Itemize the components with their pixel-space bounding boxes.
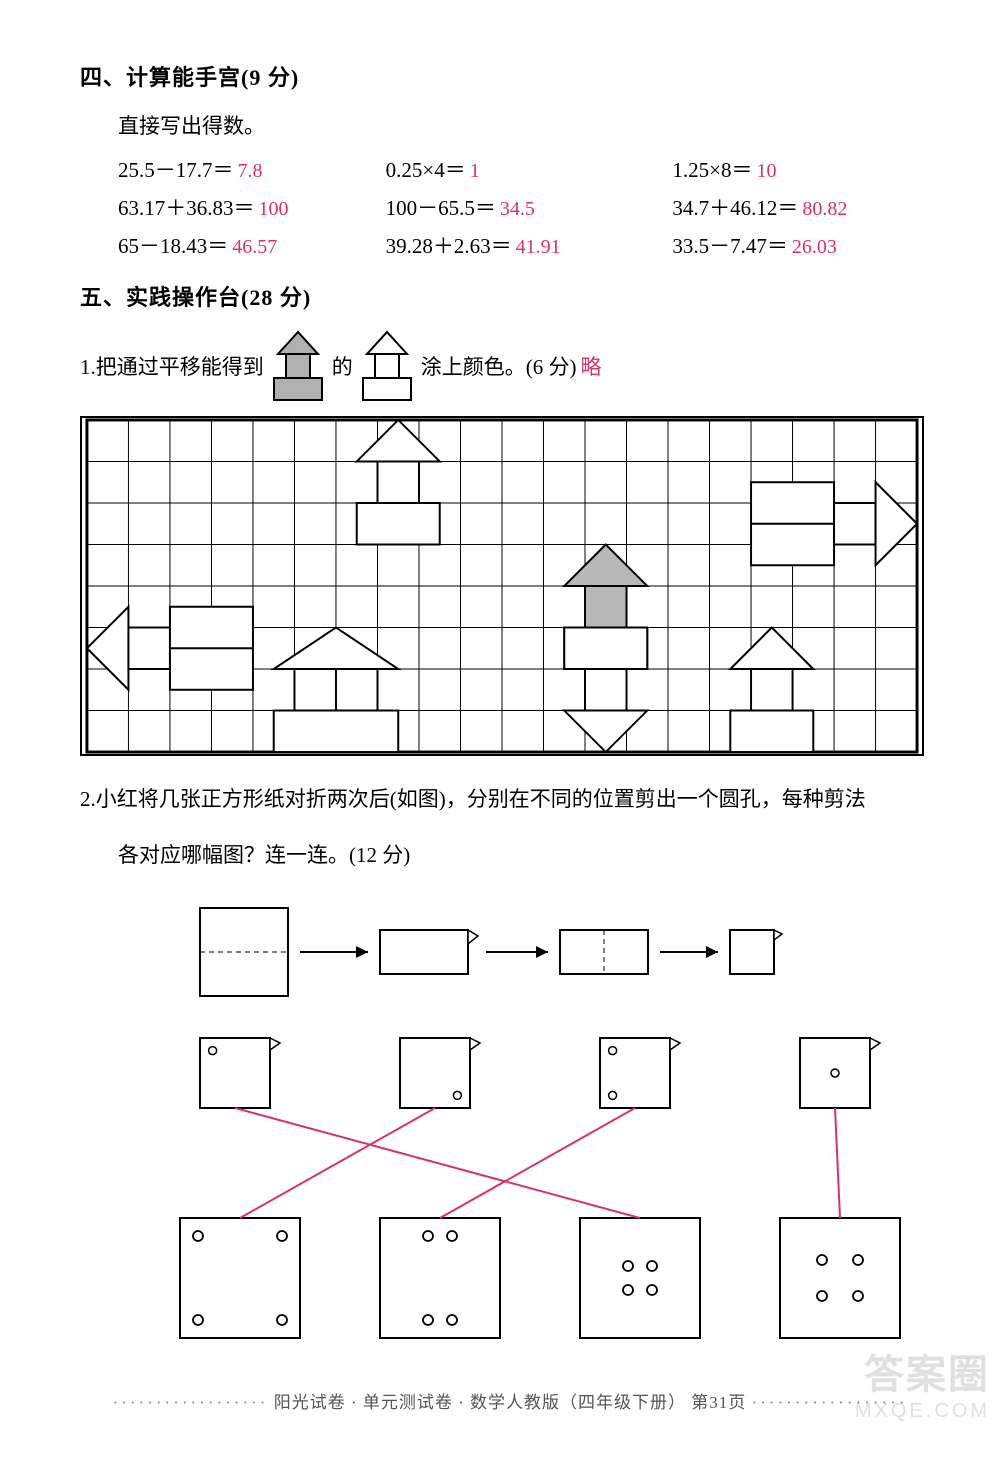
page-footer: ·················· 阳光试卷 · 单元测试卷 · 数学人教版（… [80, 1388, 940, 1413]
math-cell: 34.7＋46.12＝80.82 [672, 192, 940, 222]
math-grid: 25.5－17.7＝7.80.25×4＝11.25×8＝1063.17＋36.8… [118, 154, 940, 260]
math-expr: 100－65.5＝ [386, 192, 496, 222]
q1-prompt: 1.把通过平移能得到 的 涂上颜色。(6 分) 略 [80, 330, 940, 402]
math-expr: 1.25×8＝ [672, 154, 752, 184]
q1-mid: 的 [332, 351, 353, 381]
footer-text: 阳光试卷 · 单元测试卷 · 数学人教版（四年级下册） 第31页 [274, 1393, 747, 1412]
math-expr: 0.25×4＝ [386, 154, 466, 184]
math-answer: 1 [470, 160, 480, 183]
watermark-bottom: MXQE.COM [855, 1400, 990, 1423]
q2-figure [80, 888, 940, 1368]
math-answer: 80.82 [802, 198, 847, 221]
section4-title: 四、计算能手宫(9 分) [80, 60, 940, 92]
math-cell: 1.25×8＝10 [672, 154, 940, 184]
q2-line2: 各对应哪幅图？连一连。(12 分) [118, 832, 940, 878]
math-expr: 65－18.43＝ [118, 230, 228, 260]
math-cell: 33.5－7.47＝26.03 [672, 230, 940, 260]
watermark: 答案圈 MXQE.COM [855, 1342, 990, 1423]
math-expr: 33.5－7.47＝ [672, 230, 788, 260]
q1-omit: 略 [581, 351, 602, 381]
math-expr: 39.28＋2.63＝ [386, 230, 512, 260]
house-icon-outline [357, 330, 417, 402]
math-answer: 46.57 [232, 236, 277, 259]
watermark-top: 答案圈 [855, 1342, 990, 1400]
math-answer: 7.8 [238, 160, 263, 183]
math-cell: 39.28＋2.63＝41.91 [386, 230, 673, 260]
math-expr: 63.17＋36.83＝ [118, 192, 255, 222]
math-expr: 25.5－17.7＝ [118, 154, 234, 184]
section4-instruction: 直接写出得数。 [118, 110, 940, 140]
math-cell: 65－18.43＝46.57 [118, 230, 386, 260]
math-answer: 100 [259, 198, 289, 221]
math-answer: 10 [756, 160, 776, 183]
math-answer: 41.91 [516, 236, 561, 259]
section5-title: 五、实践操作台(28 分) [80, 280, 940, 312]
math-cell: 0.25×4＝1 [386, 154, 673, 184]
q2-line1: 2.小红将几张正方形纸对折两次后(如图)，分别在不同的位置剪出一个圆孔，每种剪法 [80, 776, 940, 822]
math-cell: 63.17＋36.83＝100 [118, 192, 386, 222]
math-cell: 100－65.5＝34.5 [386, 192, 673, 222]
q1-grid-figure [80, 416, 924, 756]
math-cell: 25.5－17.7＝7.8 [118, 154, 386, 184]
q1-suffix: 涂上颜色。(6 分) [421, 351, 577, 381]
house-icon-shaded [268, 330, 328, 402]
q1-prefix: 1.把通过平移能得到 [80, 351, 264, 381]
math-answer: 34.5 [500, 198, 535, 221]
math-expr: 34.7＋46.12＝ [672, 192, 798, 222]
math-answer: 26.03 [792, 236, 837, 259]
footer-dots-left: ·················· [113, 1393, 269, 1412]
